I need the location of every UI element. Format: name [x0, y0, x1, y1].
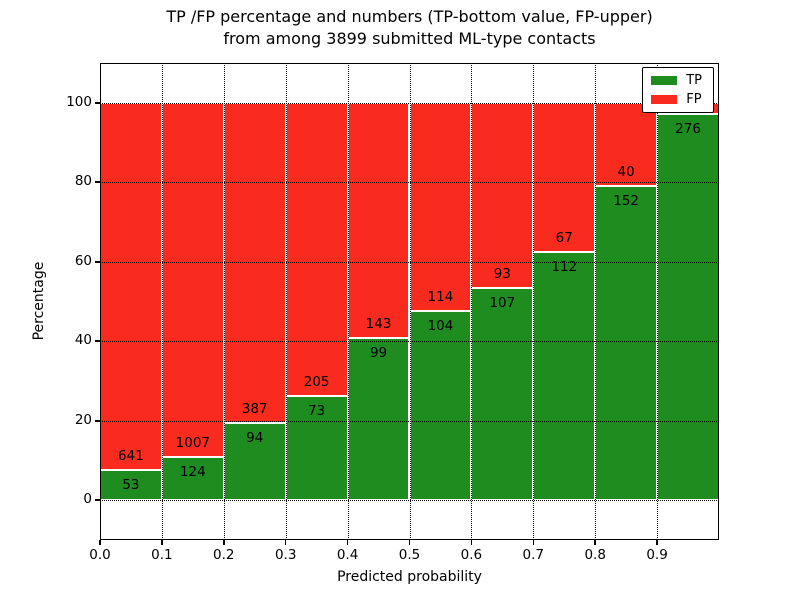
bar-segment-fp: [161, 102, 224, 457]
bar-segment-tp: [223, 422, 286, 501]
bar-fp-count-label: 40: [617, 163, 635, 180]
bar-tp-count-label: 99: [369, 344, 388, 361]
y-tick: [95, 340, 100, 343]
x-tick-label: 0.3: [274, 547, 297, 563]
bar-tp-count-label: 94: [246, 429, 264, 446]
bar-fp-count-label: 387: [241, 400, 268, 417]
legend: TP FP: [642, 67, 714, 113]
x-tick: [656, 540, 658, 545]
bar-tp-count-label: 152: [613, 192, 640, 209]
bar-tp-count-label: 53: [122, 476, 140, 493]
bar-tp-count-label: 112: [551, 258, 578, 275]
bar-segment-tp: [595, 185, 658, 501]
bar-segment-tp: [533, 251, 596, 501]
x-tick-label: 0.4: [336, 547, 359, 563]
x-tick: [532, 540, 535, 545]
bar-tp-count-label: 107: [489, 294, 516, 311]
x-tick-label: 0.0: [89, 547, 111, 563]
gridline-vertical: [471, 63, 473, 540]
x-tick: [223, 540, 225, 545]
x-tick-label: 0.2: [213, 547, 235, 563]
gridline-vertical: [347, 63, 349, 540]
x-tick-label: 0.7: [522, 547, 545, 563]
y-tick: [95, 181, 100, 184]
gridline-vertical: [409, 63, 411, 540]
gridline-vertical: [533, 63, 535, 540]
y-tick: [95, 499, 100, 502]
x-tick: [594, 540, 596, 545]
x-tick: [346, 540, 349, 545]
bar-segment-fp: [285, 102, 348, 396]
y-tick-label: 20: [74, 411, 92, 428]
y-tick-label: 80: [74, 173, 92, 190]
y-tick-label: 60: [74, 252, 92, 269]
gridline-vertical: [657, 63, 659, 540]
x-tick: [99, 540, 101, 545]
chart-title: TP /FP percentage and numbers (TP-bottom…: [100, 6, 719, 50]
bar-segment-fp: [100, 102, 162, 470]
bar-segment-fp: [347, 102, 410, 338]
gridline-vertical: [161, 63, 163, 540]
x-tick-label: 0.8: [584, 547, 606, 563]
x-tick-label: 0.5: [398, 547, 421, 563]
x-tick: [470, 540, 473, 545]
y-tick-label: 40: [74, 332, 92, 349]
plot-area: TP FP 641 53 1007 124 387 94 205 73 143 99 114 104 9…: [100, 63, 719, 540]
bar-segment-fp: [409, 102, 472, 311]
legend-label-tp: TP: [686, 73, 702, 88]
y-axis-label: Percentage: [31, 261, 47, 341]
fp-swatch-icon: [651, 95, 678, 104]
x-tick-label: 0.9: [646, 547, 668, 563]
x-tick-label: 0.6: [460, 547, 483, 563]
chart-title-line2: from among 3899 submitted ML-type contac…: [223, 29, 596, 48]
y-tick-label: 100: [66, 93, 92, 110]
gridline-vertical: [223, 63, 225, 540]
bar-fp-count-label: 641: [118, 447, 144, 464]
y-tick: [95, 419, 100, 422]
x-axis-label: Predicted probability: [337, 569, 482, 585]
bar-segment-tp: [657, 113, 719, 501]
bar-fp-count-label: 143: [365, 315, 392, 332]
x-tick: [161, 540, 163, 545]
bar-fp-count-label: 114: [427, 288, 454, 305]
y-tick: [95, 101, 100, 104]
x-tick: [408, 540, 411, 545]
tp-swatch-icon: [651, 76, 678, 85]
bar-segment-fp: [471, 102, 534, 288]
bar-segment-tp: [471, 287, 534, 501]
chart-title-line1: TP /FP percentage and numbers (TP-bottom…: [166, 7, 653, 26]
bar-tp-count-label: 73: [308, 402, 326, 419]
gridline-vertical: [285, 63, 287, 540]
bar-fp-count-label: 1007: [175, 434, 211, 451]
bar-tp-count-label: 104: [427, 317, 454, 334]
y-tick-label: 0: [83, 491, 92, 508]
x-tick-label: 0.1: [151, 547, 173, 563]
bar-fp-count-label: 93: [493, 265, 511, 282]
bar-fp-count-label: 205: [303, 373, 330, 390]
x-tick: [284, 540, 287, 545]
bar-tp-count-label: 276: [675, 120, 701, 137]
bar-segment-tp: [347, 337, 410, 501]
bar-segment-tp: [409, 310, 472, 501]
legend-row-fp: FP: [651, 93, 702, 106]
bar-tp-count-label: 124: [179, 463, 206, 480]
gridline-vertical: [595, 63, 597, 540]
legend-label-fp: FP: [686, 92, 702, 107]
legend-row-tp: TP: [651, 74, 702, 87]
y-tick: [95, 260, 100, 263]
bar-fp-count-label: 67: [555, 229, 573, 246]
